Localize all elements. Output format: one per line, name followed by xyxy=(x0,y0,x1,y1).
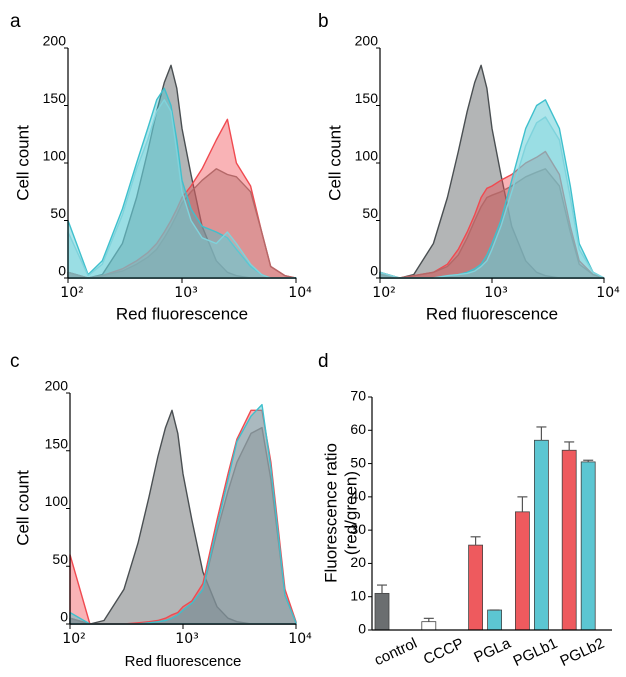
y-tick-label: 0 xyxy=(358,621,366,637)
y-axis-title: Cell count xyxy=(13,470,32,546)
bar xyxy=(374,592,390,631)
panel-label: d xyxy=(318,351,329,372)
bar xyxy=(561,449,577,631)
error-bar xyxy=(517,496,528,512)
bar xyxy=(534,439,549,631)
panel-label: c xyxy=(10,351,20,372)
x-tick-label: PGLb1 xyxy=(511,635,561,670)
y-tick-label: 0 xyxy=(58,263,66,279)
bar xyxy=(580,461,596,631)
y-tick-label: 10 xyxy=(350,587,366,603)
error-bar xyxy=(583,459,594,462)
y-tick-label: 100 xyxy=(43,148,67,164)
y-tick-label: 60 xyxy=(350,421,366,437)
y-tick-label: 150 xyxy=(355,90,379,106)
x-tick-label: 10³ xyxy=(174,285,197,301)
y-tick-label: 70 xyxy=(350,388,366,404)
y-tick-label: 100 xyxy=(355,148,379,164)
y-tick-label: 0 xyxy=(60,609,68,625)
y-tick-label: 200 xyxy=(43,33,67,49)
x-tick-label: 10³ xyxy=(484,285,507,301)
x-tick-label: PGLa xyxy=(471,635,514,667)
y-tick-label: 150 xyxy=(43,90,67,106)
y-axis-title: Fluorescence ratio xyxy=(321,443,340,583)
x-tick-label: 10⁴ xyxy=(288,631,312,647)
y-axis-title: Cell count xyxy=(13,125,32,201)
bar xyxy=(515,511,530,631)
x-tick-label: control xyxy=(372,635,420,669)
y-tick-label: 50 xyxy=(350,454,366,470)
error-bar xyxy=(423,617,434,622)
x-tick-label: 10² xyxy=(372,285,395,301)
error-bar xyxy=(536,426,547,441)
error-bar xyxy=(377,584,387,594)
y-tick-label: 50 xyxy=(52,551,68,567)
x-tick-label: 10² xyxy=(62,631,85,647)
histogram-area xyxy=(379,168,605,279)
x-tick-label: 10⁴ xyxy=(596,285,620,301)
bar xyxy=(487,609,503,631)
y-tick-label: 200 xyxy=(355,33,379,49)
error-bar xyxy=(470,536,481,546)
x-axis-title: Red fluorescence xyxy=(125,653,242,670)
x-axis-title: Red fluorescence xyxy=(116,304,248,323)
y-tick-label: 50 xyxy=(50,205,66,221)
panel-label: b xyxy=(318,11,329,32)
x-tick-label: 10³ xyxy=(175,631,198,647)
panel-label: a xyxy=(10,11,21,32)
x-tick-label: 10⁴ xyxy=(288,285,312,301)
y-tick-label: 200 xyxy=(45,378,69,394)
bar xyxy=(468,544,484,631)
y-tick-label: 50 xyxy=(362,205,378,221)
y-tick-label: 30 xyxy=(350,521,366,537)
y-tick-label: 100 xyxy=(45,493,69,509)
y-axis-title: Cell count xyxy=(325,125,344,201)
x-tick-label: CCCP xyxy=(421,635,467,668)
bar xyxy=(421,621,437,631)
y-tick-label: 150 xyxy=(45,435,69,451)
x-tick-label: 10² xyxy=(60,285,83,301)
y-tick-label: 0 xyxy=(370,263,378,279)
y-tick-label: 40 xyxy=(350,488,366,504)
x-tick-label: PGLb2 xyxy=(557,635,607,670)
histogram-area xyxy=(67,168,297,279)
x-axis-title: Red fluorescence xyxy=(426,304,558,323)
y-axis-title: (red/green) xyxy=(341,471,360,555)
error-bar xyxy=(564,441,575,451)
y-tick-label: 20 xyxy=(350,554,366,570)
histogram-area xyxy=(67,99,297,279)
